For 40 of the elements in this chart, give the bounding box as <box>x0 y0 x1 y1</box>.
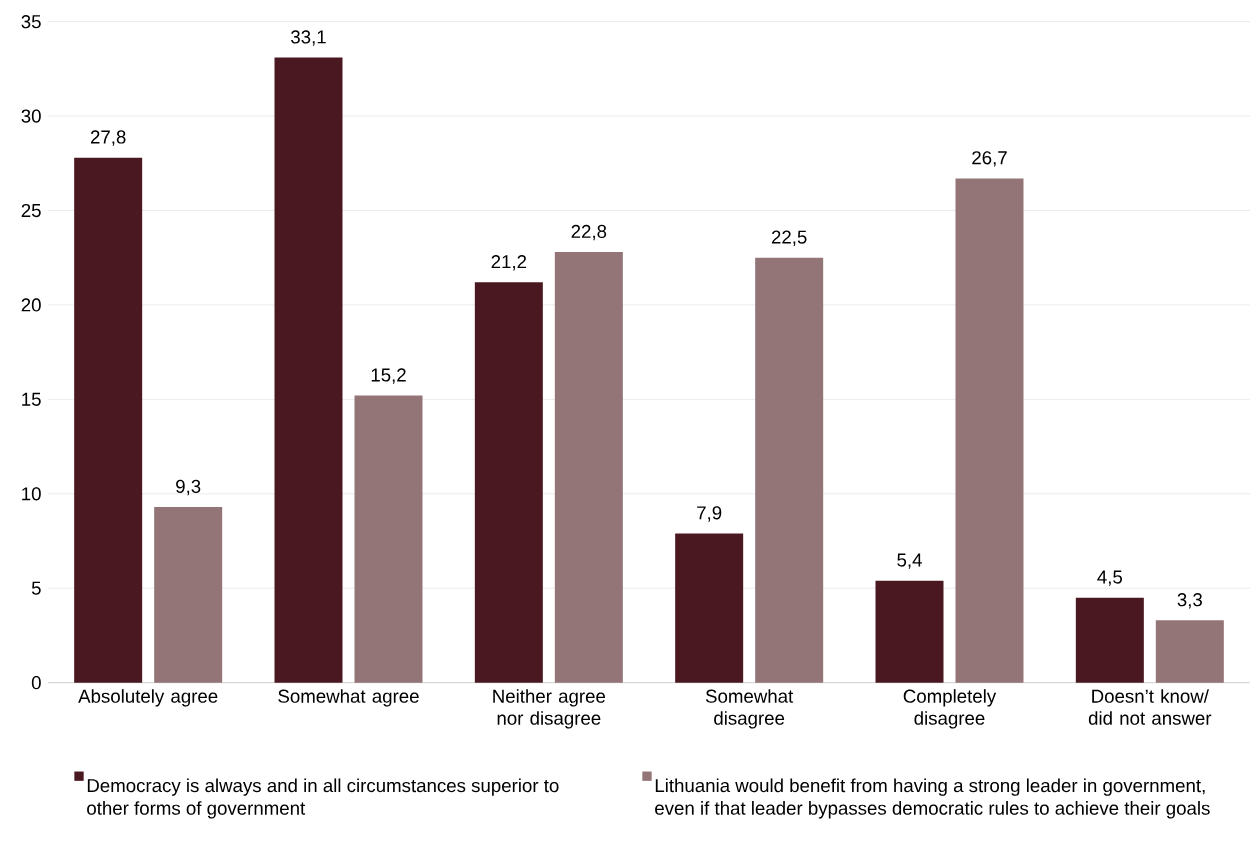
data-label: 27,8 <box>90 130 126 146</box>
data-label: 7,9 <box>697 506 722 522</box>
x-tick-label: Somewhat disagree <box>705 689 794 729</box>
data-label: 22,8 <box>571 224 607 241</box>
bar <box>554 252 623 683</box>
bar <box>274 57 343 683</box>
x-tick-label: Doesn’t know/ did not answer <box>1088 689 1212 725</box>
bar <box>154 507 223 683</box>
bar <box>1075 597 1144 683</box>
y-tick-label: 35 <box>21 15 41 29</box>
y-tick-label: 20 <box>21 298 41 312</box>
data-label: 4,5 <box>1097 570 1123 586</box>
y-tick-label: 0 <box>31 676 41 690</box>
data-label: 9,3 <box>176 479 201 496</box>
data-label: 22,5 <box>771 230 807 246</box>
data-label: 15,2 <box>371 368 406 384</box>
bar <box>474 282 543 683</box>
x-tick-label: Completely disagree <box>903 689 997 729</box>
y-tick-label: 30 <box>21 109 41 123</box>
legend-label: Democracy is always and in all circumstances superior to other forms of government <box>87 778 559 819</box>
bar <box>1155 620 1224 683</box>
data-label: 5,4 <box>897 553 922 569</box>
bar <box>875 580 944 683</box>
bar <box>675 533 744 683</box>
x-tick-label: Absolutely agree <box>78 689 218 707</box>
bar <box>755 257 824 683</box>
legend-label: Lithuania would benefit from having a strong leader in government, even if that leader bypasses democratic rules to achieve their goals <box>655 778 1210 819</box>
bar <box>354 395 423 683</box>
y-tick-label: 10 <box>22 487 41 501</box>
x-tick-label: Somewhat agree <box>278 689 419 707</box>
y-tick-label: 25 <box>21 203 41 218</box>
data-label: 26,7 <box>972 151 1007 167</box>
x-tick-label: Neither agree nor disagree <box>493 689 606 729</box>
y-tick-label: 5 <box>31 581 41 595</box>
bar <box>74 157 143 683</box>
bar <box>955 178 1024 683</box>
y-tick-label: 15 <box>22 392 41 406</box>
data-label: 21,2 <box>491 255 527 271</box>
data-label: 33,1 <box>291 30 326 46</box>
data-label: 3,3 <box>1177 593 1202 609</box>
